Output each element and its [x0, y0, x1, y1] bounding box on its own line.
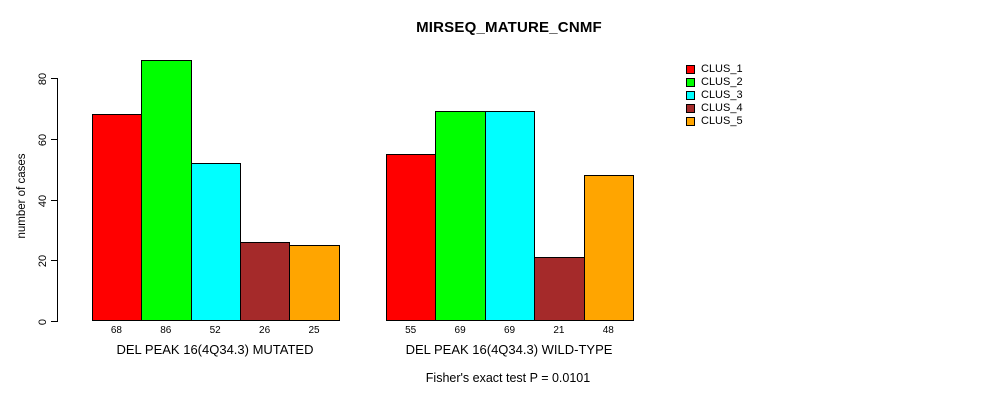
legend-swatch-clus-2: [686, 78, 695, 87]
fisher-test-caption: Fisher's exact test P = 0.0101: [425, 371, 591, 385]
bar-clus_3-group1: [191, 163, 241, 321]
legend-swatch-clus-5: [686, 117, 695, 126]
bar-clus_1-group2: [386, 154, 436, 321]
y-axis-tick: [51, 139, 57, 140]
bar-clus_1-group1: [92, 114, 142, 321]
legend-swatch-clus-3: [686, 91, 695, 100]
chart-title: MIRSEQ_MATURE_CNMF: [416, 19, 602, 36]
bar-clus_3-group2: [485, 111, 535, 321]
bar-value-label: 68: [110, 325, 122, 336]
group-label-mutated: DEL PEAK 16(4Q34.3) MUTATED: [116, 342, 314, 357]
legend: CLUS_1 CLUS_2 CLUS_3 CLUS_4 CLUS_5: [686, 63, 743, 128]
legend-label-clus-4: CLUS_4: [701, 102, 743, 114]
y-axis-line: [57, 78, 58, 322]
y-axis-tick: [51, 78, 57, 79]
y-axis-tick: [51, 260, 57, 261]
bar-clus_4-group2: [534, 257, 585, 321]
bar-clus_4-group1: [240, 242, 290, 321]
y-axis-tick-label: 80: [37, 72, 49, 85]
bar-value-label: 86: [160, 325, 172, 336]
legend-item-clus-3: CLUS_3: [686, 89, 743, 102]
bar-value-label: 69: [503, 325, 516, 336]
legend-label-clus-3: CLUS_3: [701, 89, 743, 101]
legend-swatch-clus-1: [686, 65, 695, 74]
y-axis-tick-label: 20: [37, 254, 49, 267]
bar-clus_2-group2: [435, 111, 486, 321]
y-axis-tick: [51, 200, 57, 201]
bar-clus_5-group1: [289, 245, 340, 321]
y-axis-tick-label: 60: [37, 133, 49, 146]
group-label-wild-type: DEL PEAK 16(4Q34.3) WILD-TYPE: [405, 342, 613, 357]
legend-label-clus-1: CLUS_1: [701, 63, 743, 75]
legend-item-clus-5: CLUS_5: [686, 115, 743, 128]
legend-label-clus-2: CLUS_2: [701, 76, 743, 88]
bar-clus_2-group1: [141, 60, 192, 321]
bar-value-label: 48: [602, 325, 614, 336]
bar-value-label: 25: [308, 325, 320, 336]
legend-swatch-clus-4: [686, 104, 695, 113]
bar-clus_5-group2: [584, 175, 634, 321]
legend-item-clus-4: CLUS_4: [686, 102, 743, 115]
legend-label-clus-5: CLUS_5: [701, 115, 743, 127]
bar-value-label: 26: [259, 325, 271, 336]
bar-value-label: 52: [209, 325, 221, 336]
legend-item-clus-1: CLUS_1: [686, 63, 743, 76]
y-axis-tick-label: 0: [37, 318, 49, 325]
legend-item-clus-2: CLUS_2: [686, 76, 743, 89]
y-axis-title: number of cases: [16, 153, 28, 239]
bar-value-label: 21: [553, 325, 565, 336]
y-axis-tick: [51, 321, 57, 322]
bar-value-label: 69: [454, 325, 466, 336]
bar-value-label: 55: [405, 325, 417, 336]
y-axis-tick-label: 40: [37, 194, 49, 207]
